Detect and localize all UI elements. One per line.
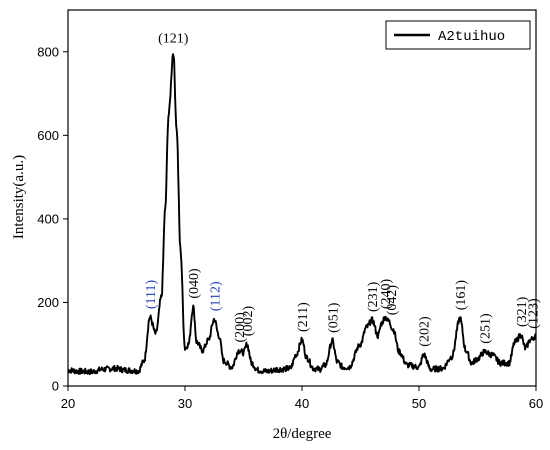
x-tick-label: 20	[61, 396, 75, 411]
peak-label: (051)	[326, 302, 341, 333]
y-axis-label: Intensity(a.u.)	[11, 155, 27, 239]
x-tick-label: 30	[178, 396, 192, 411]
peak-label: (123)	[527, 298, 542, 329]
y-tick-label: 0	[52, 379, 59, 394]
x-tick-label: 60	[529, 396, 543, 411]
peak-label: (040)	[187, 268, 202, 299]
y-tick-label: 400	[37, 211, 59, 226]
peak-label: (251)	[479, 313, 494, 344]
peak-label: (321)	[515, 296, 530, 327]
y-tick-label: 600	[37, 128, 59, 143]
series-line	[67, 53, 537, 376]
legend-label: A2tuihuo	[438, 29, 505, 45]
y-tick-label: 200	[37, 295, 59, 310]
peak-label: (112)	[208, 281, 223, 311]
peak-label: (161)	[454, 280, 469, 311]
peak-label: (002)	[241, 306, 256, 337]
peak-label: (042)	[385, 285, 400, 316]
y-tick-label: 800	[37, 44, 59, 59]
peak-label: (121)	[158, 32, 189, 47]
x-tick-label: 50	[412, 396, 426, 411]
peak-label: (202)	[418, 316, 433, 347]
peak-label: (231)	[366, 281, 381, 312]
peak-label: (200)	[233, 312, 248, 343]
peak-label: (240)	[379, 278, 394, 309]
peak-label: (111)	[144, 279, 159, 309]
x-axis-label: 2θ/degree	[273, 426, 332, 442]
peak-label: (211)	[296, 302, 311, 332]
x-tick-label: 40	[295, 396, 309, 411]
